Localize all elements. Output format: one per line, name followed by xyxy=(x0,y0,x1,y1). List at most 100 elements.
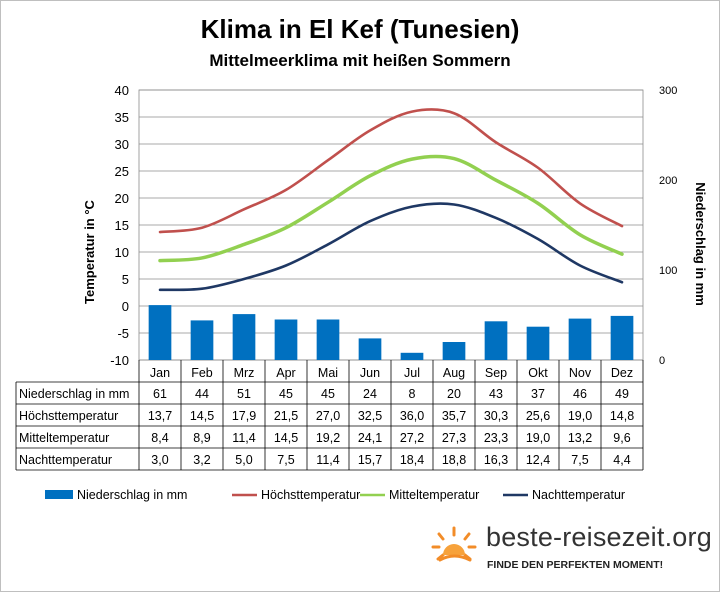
table-cell: 20 xyxy=(447,387,461,401)
table-cell: 36,0 xyxy=(400,409,424,423)
precipitation-bar xyxy=(442,342,466,360)
mean-temperature-line xyxy=(158,154,624,263)
table-cell: 46 xyxy=(573,387,587,401)
precipitation-bar xyxy=(190,320,214,360)
table-cell: 18,4 xyxy=(400,453,424,467)
table-cell: 23,3 xyxy=(484,431,508,445)
chart-title: Klima in El Kef (Tunesien) xyxy=(200,14,520,44)
table-cell: 35,7 xyxy=(442,409,466,423)
temperature-lines xyxy=(158,108,624,292)
table-cell: 3,0 xyxy=(151,453,168,467)
table-cell: 8,9 xyxy=(193,431,210,445)
precipitation-bar xyxy=(148,305,172,360)
month-label: Aug xyxy=(443,366,465,380)
table-cell: 11,4 xyxy=(316,453,339,467)
month-label: Jul xyxy=(404,366,420,380)
table-cell: 15,7 xyxy=(358,453,382,467)
table-cell: 37 xyxy=(531,387,545,401)
table-cell: 17,9 xyxy=(232,409,256,423)
table-cell: 12,4 xyxy=(526,453,550,467)
brand-slogan: FINDE DEN PERFEKTEN MOMENT! xyxy=(487,559,664,571)
legend-label: Höchsttemperatur xyxy=(261,488,360,502)
precipitation-bar xyxy=(400,352,424,360)
month-label: Mai xyxy=(318,366,338,380)
sun-icon xyxy=(431,526,477,562)
table-cell: 27,3 xyxy=(442,431,466,445)
table-cell: 51 xyxy=(237,387,251,401)
precipitation-bars xyxy=(148,305,634,360)
month-label: Sep xyxy=(485,366,507,380)
table-cell: 14,5 xyxy=(274,431,298,445)
table-cell: 16,3 xyxy=(484,453,508,467)
table-cell: 7,5 xyxy=(277,453,294,467)
y-tick-left: 0 xyxy=(122,299,129,314)
brand-logo: beste-reisezeit.org FINDE DEN PERFEKTEN … xyxy=(430,522,712,578)
table-cell: 4,4 xyxy=(613,453,630,467)
month-label: Nov xyxy=(569,366,592,380)
y-tick-left: 35 xyxy=(115,110,129,125)
table-cell: 5,0 xyxy=(235,453,252,467)
y-tick-left: 20 xyxy=(115,191,129,206)
table-cell: 9,6 xyxy=(613,431,630,445)
table-cell: 19,2 xyxy=(316,431,340,445)
table-cell: 24 xyxy=(363,387,377,401)
y-tick-right: 0 xyxy=(659,355,665,367)
table-cell: 13,7 xyxy=(148,409,172,423)
legend-label: Niederschlag in mm xyxy=(77,488,187,502)
table-cell: 13,2 xyxy=(568,431,592,445)
table-cell: 8,4 xyxy=(151,431,168,445)
max-temperature-line xyxy=(158,108,624,234)
table-cell: 19,0 xyxy=(526,431,550,445)
chart-subtitle: Mittelmeerklima mit heißen Sommern xyxy=(209,51,511,70)
table-cell: 24,1 xyxy=(358,431,382,445)
table-cell: 43 xyxy=(489,387,503,401)
legend-label: Nachttemperatur xyxy=(532,488,625,502)
y-tick-left: 40 xyxy=(115,83,129,98)
y-axis-title-left: Temperatur in °C xyxy=(82,199,97,304)
table-cell: 27,2 xyxy=(400,431,424,445)
table-cell: 30,3 xyxy=(484,409,508,423)
table-cell: 49 xyxy=(615,387,629,401)
y-tick-left: 15 xyxy=(115,218,129,233)
table-cell: 21,5 xyxy=(274,409,298,423)
table-cell: 61 xyxy=(153,387,167,401)
y-tick-right: 200 xyxy=(659,175,677,187)
table-row-header: Nachttemperatur xyxy=(19,453,112,467)
table-cell: 44 xyxy=(195,387,209,401)
table-cell: 27,0 xyxy=(316,409,340,423)
table-row-header: Höchsttemperatur xyxy=(19,409,118,423)
table-row-header: Mitteltemperatur xyxy=(19,431,109,445)
brand-name: beste-reisezeit.org xyxy=(486,522,712,552)
y-tick-right: 100 xyxy=(659,265,677,277)
y-tick-left: -10 xyxy=(110,353,129,368)
legend-label: Mitteltemperatur xyxy=(389,488,479,502)
y-tick-left: 30 xyxy=(115,137,129,152)
precipitation-bar xyxy=(610,315,634,360)
precipitation-bar xyxy=(568,318,592,360)
axes: 40 35 30 25 20 15 10 5 0 -5 -10 300 200 100 0 Temperatu… xyxy=(82,83,708,368)
month-label: Mrz xyxy=(234,366,255,380)
precipitation-bar xyxy=(274,319,298,360)
table-cell: 45 xyxy=(279,387,293,401)
y-tick-left: -5 xyxy=(117,326,129,341)
legend: Niederschlag in mm Höchsttemperatur Mittel… xyxy=(45,488,625,502)
precipitation-bar xyxy=(526,326,550,360)
table-row-header: Niederschlag in mm xyxy=(19,387,129,401)
table-cell: 11,4 xyxy=(232,431,255,445)
precipitation-bar xyxy=(484,321,508,360)
month-label: Okt xyxy=(528,366,548,380)
month-label: Jun xyxy=(360,366,380,380)
table-cell: 14,8 xyxy=(610,409,634,423)
month-label: Jan xyxy=(150,366,170,380)
night-temperature-line xyxy=(158,202,624,292)
legend-swatch-bar xyxy=(45,490,73,499)
precipitation-bar xyxy=(232,314,256,360)
y-tick-right: 300 xyxy=(659,85,677,97)
month-label: Dez xyxy=(611,366,633,380)
table-cell: 25,6 xyxy=(526,409,550,423)
table-cell: 19,0 xyxy=(568,409,592,423)
table-cell: 18,8 xyxy=(442,453,466,467)
data-table: Jan Feb Mrz Apr Mai Jun Jul Aug Sep Okt Nov Dez Nied… xyxy=(15,360,644,471)
y-axis-title-right: Niederschlag in mm xyxy=(693,182,708,306)
